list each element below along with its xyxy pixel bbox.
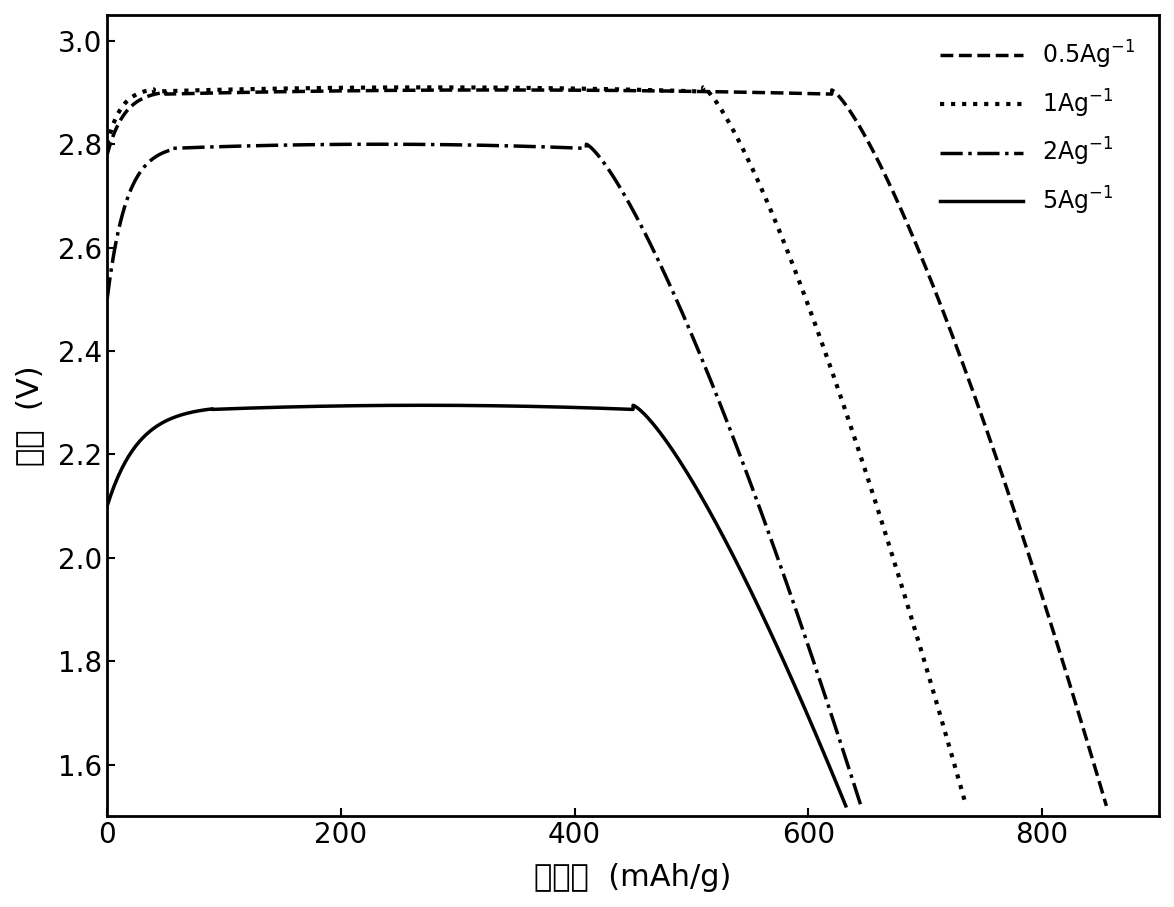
0.5Ag$^{-1}$ — [100, 149, 114, 160]
0.5Ag$^{-1}$ — [1099, 801, 1113, 812]
5Ag$^{-1}$ — [709, 518, 723, 529]
1Ag$^{-1}$ — [630, 84, 645, 95]
0.5Ag$^{-1}$ — [744, 87, 758, 98]
5Ag$^{-1}$ — [676, 462, 690, 473]
1Ag$^{-1}$ — [100, 139, 114, 150]
2Ag$^{-1}$ — [518, 141, 532, 151]
1Ag$^{-1}$ — [615, 84, 629, 95]
5Ag$^{-1}$ — [838, 801, 852, 812]
1Ag$^{-1}$ — [696, 82, 710, 93]
1Ag$^{-1}$ — [798, 293, 812, 304]
0.5Ag$^{-1}$ — [932, 295, 946, 306]
0.5Ag$^{-1}$ — [677, 86, 691, 97]
Line: 0.5Ag$^{-1}$: 0.5Ag$^{-1}$ — [107, 90, 1106, 806]
Line: 1Ag$^{-1}$: 1Ag$^{-1}$ — [107, 87, 966, 806]
2Ag$^{-1}$ — [687, 333, 701, 344]
2Ag$^{-1}$ — [591, 149, 605, 160]
2Ag$^{-1}$ — [853, 801, 868, 812]
0.5Ag$^{-1}$ — [824, 84, 838, 95]
2Ag$^{-1}$ — [100, 294, 114, 305]
5Ag$^{-1}$ — [626, 400, 640, 411]
Y-axis label: 电压  (V): 电压 (V) — [15, 366, 43, 466]
Line: 5Ag$^{-1}$: 5Ag$^{-1}$ — [107, 405, 845, 806]
1Ag$^{-1}$ — [758, 192, 772, 203]
1Ag$^{-1}$ — [707, 93, 721, 103]
0.5Ag$^{-1}$ — [727, 86, 741, 97]
1Ag$^{-1}$ — [575, 83, 589, 94]
2Ag$^{-1}$ — [529, 141, 544, 152]
1Ag$^{-1}$ — [959, 801, 973, 812]
Legend: 0.5Ag$^{-1}$, 1Ag$^{-1}$, 2Ag$^{-1}$, 5Ag$^{-1}$: 0.5Ag$^{-1}$, 1Ag$^{-1}$, 2Ag$^{-1}$, 5A… — [929, 27, 1147, 229]
5Ag$^{-1}$ — [635, 406, 649, 417]
5Ag$^{-1}$ — [564, 402, 578, 413]
2Ag$^{-1}$ — [487, 140, 501, 151]
2Ag$^{-1}$ — [579, 139, 593, 150]
Line: 2Ag$^{-1}$: 2Ag$^{-1}$ — [107, 144, 861, 806]
5Ag$^{-1}$ — [575, 402, 589, 413]
5Ag$^{-1}$ — [100, 501, 114, 512]
0.5Ag$^{-1}$ — [836, 95, 850, 106]
5Ag$^{-1}$ — [533, 401, 547, 412]
0.5Ag$^{-1}$ — [890, 195, 904, 206]
2Ag$^{-1}$ — [645, 240, 659, 251]
X-axis label: 比容量  (mAh/g): 比容量 (mAh/g) — [534, 863, 731, 892]
